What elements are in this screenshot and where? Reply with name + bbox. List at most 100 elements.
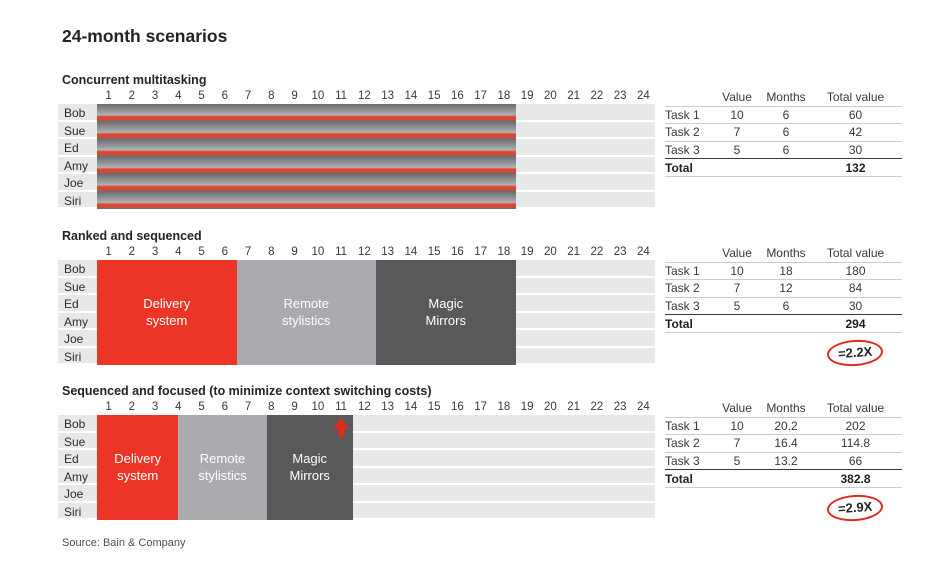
scenario-sequenced-and-focused: Sequenced and focused (to minimize conte… bbox=[58, 384, 950, 554]
task-months: 12 bbox=[779, 281, 793, 296]
source-note: Source: Bain & Company bbox=[62, 537, 186, 549]
month-label: 23 bbox=[613, 246, 627, 258]
task-name: Task 3 bbox=[665, 454, 700, 469]
month-label: 13 bbox=[381, 90, 395, 102]
month-label: 14 bbox=[404, 246, 418, 258]
person-label: Ed bbox=[64, 452, 79, 466]
task-name: Task 2 bbox=[665, 436, 700, 451]
task-total: 30 bbox=[848, 299, 863, 314]
total-label: Total bbox=[665, 471, 693, 486]
month-label: 6 bbox=[221, 401, 229, 413]
task-value: 5 bbox=[733, 299, 741, 314]
month-label: 19 bbox=[520, 401, 534, 413]
month-label: 23 bbox=[613, 401, 627, 413]
task-total: 84 bbox=[848, 281, 863, 296]
month-label: 18 bbox=[497, 246, 511, 258]
month-label: 3 bbox=[151, 401, 159, 413]
task-row: Task 2 7 12 84 bbox=[665, 280, 902, 298]
task-name: Task 2 bbox=[665, 125, 700, 140]
task-total: 30 bbox=[848, 143, 863, 158]
task-months: 13.2 bbox=[774, 454, 798, 469]
person-label: Joe bbox=[64, 487, 84, 501]
arrow-stem bbox=[338, 429, 345, 437]
total-row: Total 294 bbox=[665, 314, 902, 333]
person-label: Ed bbox=[64, 141, 79, 155]
task-value: 7 bbox=[733, 436, 741, 451]
section-heading: Sequenced and focused (to minimize conte… bbox=[62, 384, 432, 398]
completion-arrow-icon bbox=[333, 418, 350, 437]
month-label: 3 bbox=[151, 246, 159, 258]
month-label: 24 bbox=[636, 246, 650, 258]
task-value: 10 bbox=[730, 107, 744, 122]
month-label: 6 bbox=[221, 246, 229, 258]
month-label: 12 bbox=[357, 246, 371, 258]
month-label: 22 bbox=[590, 90, 604, 102]
total-label: Total bbox=[665, 160, 693, 175]
month-label: 1 bbox=[105, 246, 112, 258]
month-label: 11 bbox=[335, 90, 348, 102]
task-months: 6 bbox=[782, 107, 790, 122]
task-total: 66 bbox=[848, 454, 863, 469]
task-name: Task 1 bbox=[665, 263, 700, 278]
month-label: 2 bbox=[128, 90, 136, 102]
column-header: Value bbox=[722, 90, 752, 105]
multiplier-row: =2.2X bbox=[665, 338, 902, 368]
month-label: 17 bbox=[474, 246, 488, 258]
multiplier-badge: =2.2X bbox=[826, 338, 885, 368]
multiplier-badge: =2.9X bbox=[826, 493, 885, 523]
month-label: 21 bbox=[567, 246, 581, 258]
person-label: Joe bbox=[64, 332, 84, 346]
month-label: 1 bbox=[105, 90, 112, 102]
task-name: Task 2 bbox=[665, 281, 700, 296]
person-label: Joe bbox=[64, 176, 84, 190]
results-table: Value Months Total value Task 1 10 20.2 202 Tas… bbox=[665, 400, 902, 523]
task-name: Task 1 bbox=[665, 107, 700, 122]
person-label: Amy bbox=[64, 314, 88, 329]
month-label: 20 bbox=[543, 246, 557, 258]
month-label: 3 bbox=[151, 90, 159, 102]
month-label: 9 bbox=[291, 90, 298, 102]
task-total: 42 bbox=[848, 125, 863, 140]
task-block: Delivery system bbox=[97, 415, 179, 520]
task-months: 18 bbox=[779, 263, 793, 278]
column-header: Total value bbox=[826, 246, 885, 261]
multiplier-row: =2.9X bbox=[665, 493, 902, 523]
month-label: 2 bbox=[128, 401, 136, 413]
total-value: 382.8 bbox=[840, 471, 871, 486]
total-value: 132 bbox=[845, 160, 866, 175]
month-label: 4 bbox=[175, 246, 182, 258]
column-header: Total value bbox=[826, 90, 885, 105]
scenario-concurrent-multitasking: Concurrent multitasking 1 2 3 4 5 6 7 8 9 10 11 12 1… bbox=[58, 73, 950, 243]
task-row: Task 1 10 18 180 bbox=[665, 263, 902, 281]
task-total: 60 bbox=[848, 107, 863, 122]
column-header: Months bbox=[766, 401, 806, 416]
person-label: Bob bbox=[64, 106, 86, 120]
person-label: Siri bbox=[64, 349, 82, 364]
month-label: 14 bbox=[404, 401, 418, 413]
task-row: Task 1 10 6 60 bbox=[665, 107, 902, 125]
month-label: 18 bbox=[497, 90, 511, 102]
task-value: 7 bbox=[733, 125, 741, 140]
person-label: Ed bbox=[64, 297, 79, 311]
section-heading: Ranked and sequenced bbox=[62, 229, 202, 243]
results-table: Value Months Total value Task 1 10 18 180 Task … bbox=[665, 245, 902, 368]
person-label: Amy bbox=[64, 469, 88, 484]
total-row: Total 132 bbox=[665, 158, 902, 177]
task-value: 10 bbox=[730, 263, 744, 278]
month-label: 20 bbox=[543, 90, 557, 102]
month-label: 17 bbox=[474, 90, 488, 102]
chart-rows: Bob Sue Ed Amy Joe Siri Delivery system Remote … bbox=[58, 415, 655, 520]
task-block: Magic Mirrors bbox=[266, 415, 353, 520]
month-axis: 1 2 3 4 5 6 7 8 9 10 11 12 13 14 15 16 17 18 19 20 21 22 23 24 bbox=[97, 400, 655, 415]
arrow-head bbox=[333, 418, 350, 429]
month-label: 22 bbox=[590, 246, 604, 258]
month-label: 7 bbox=[244, 90, 252, 102]
task-months: 16.4 bbox=[774, 436, 798, 451]
task-months: 6 bbox=[782, 143, 790, 158]
section-heading: Concurrent multitasking bbox=[62, 73, 207, 87]
month-label: 15 bbox=[427, 246, 441, 258]
table-header-row: Value Months Total value bbox=[665, 400, 902, 418]
month-label: 16 bbox=[450, 90, 464, 102]
person-label: Sue bbox=[64, 279, 86, 294]
